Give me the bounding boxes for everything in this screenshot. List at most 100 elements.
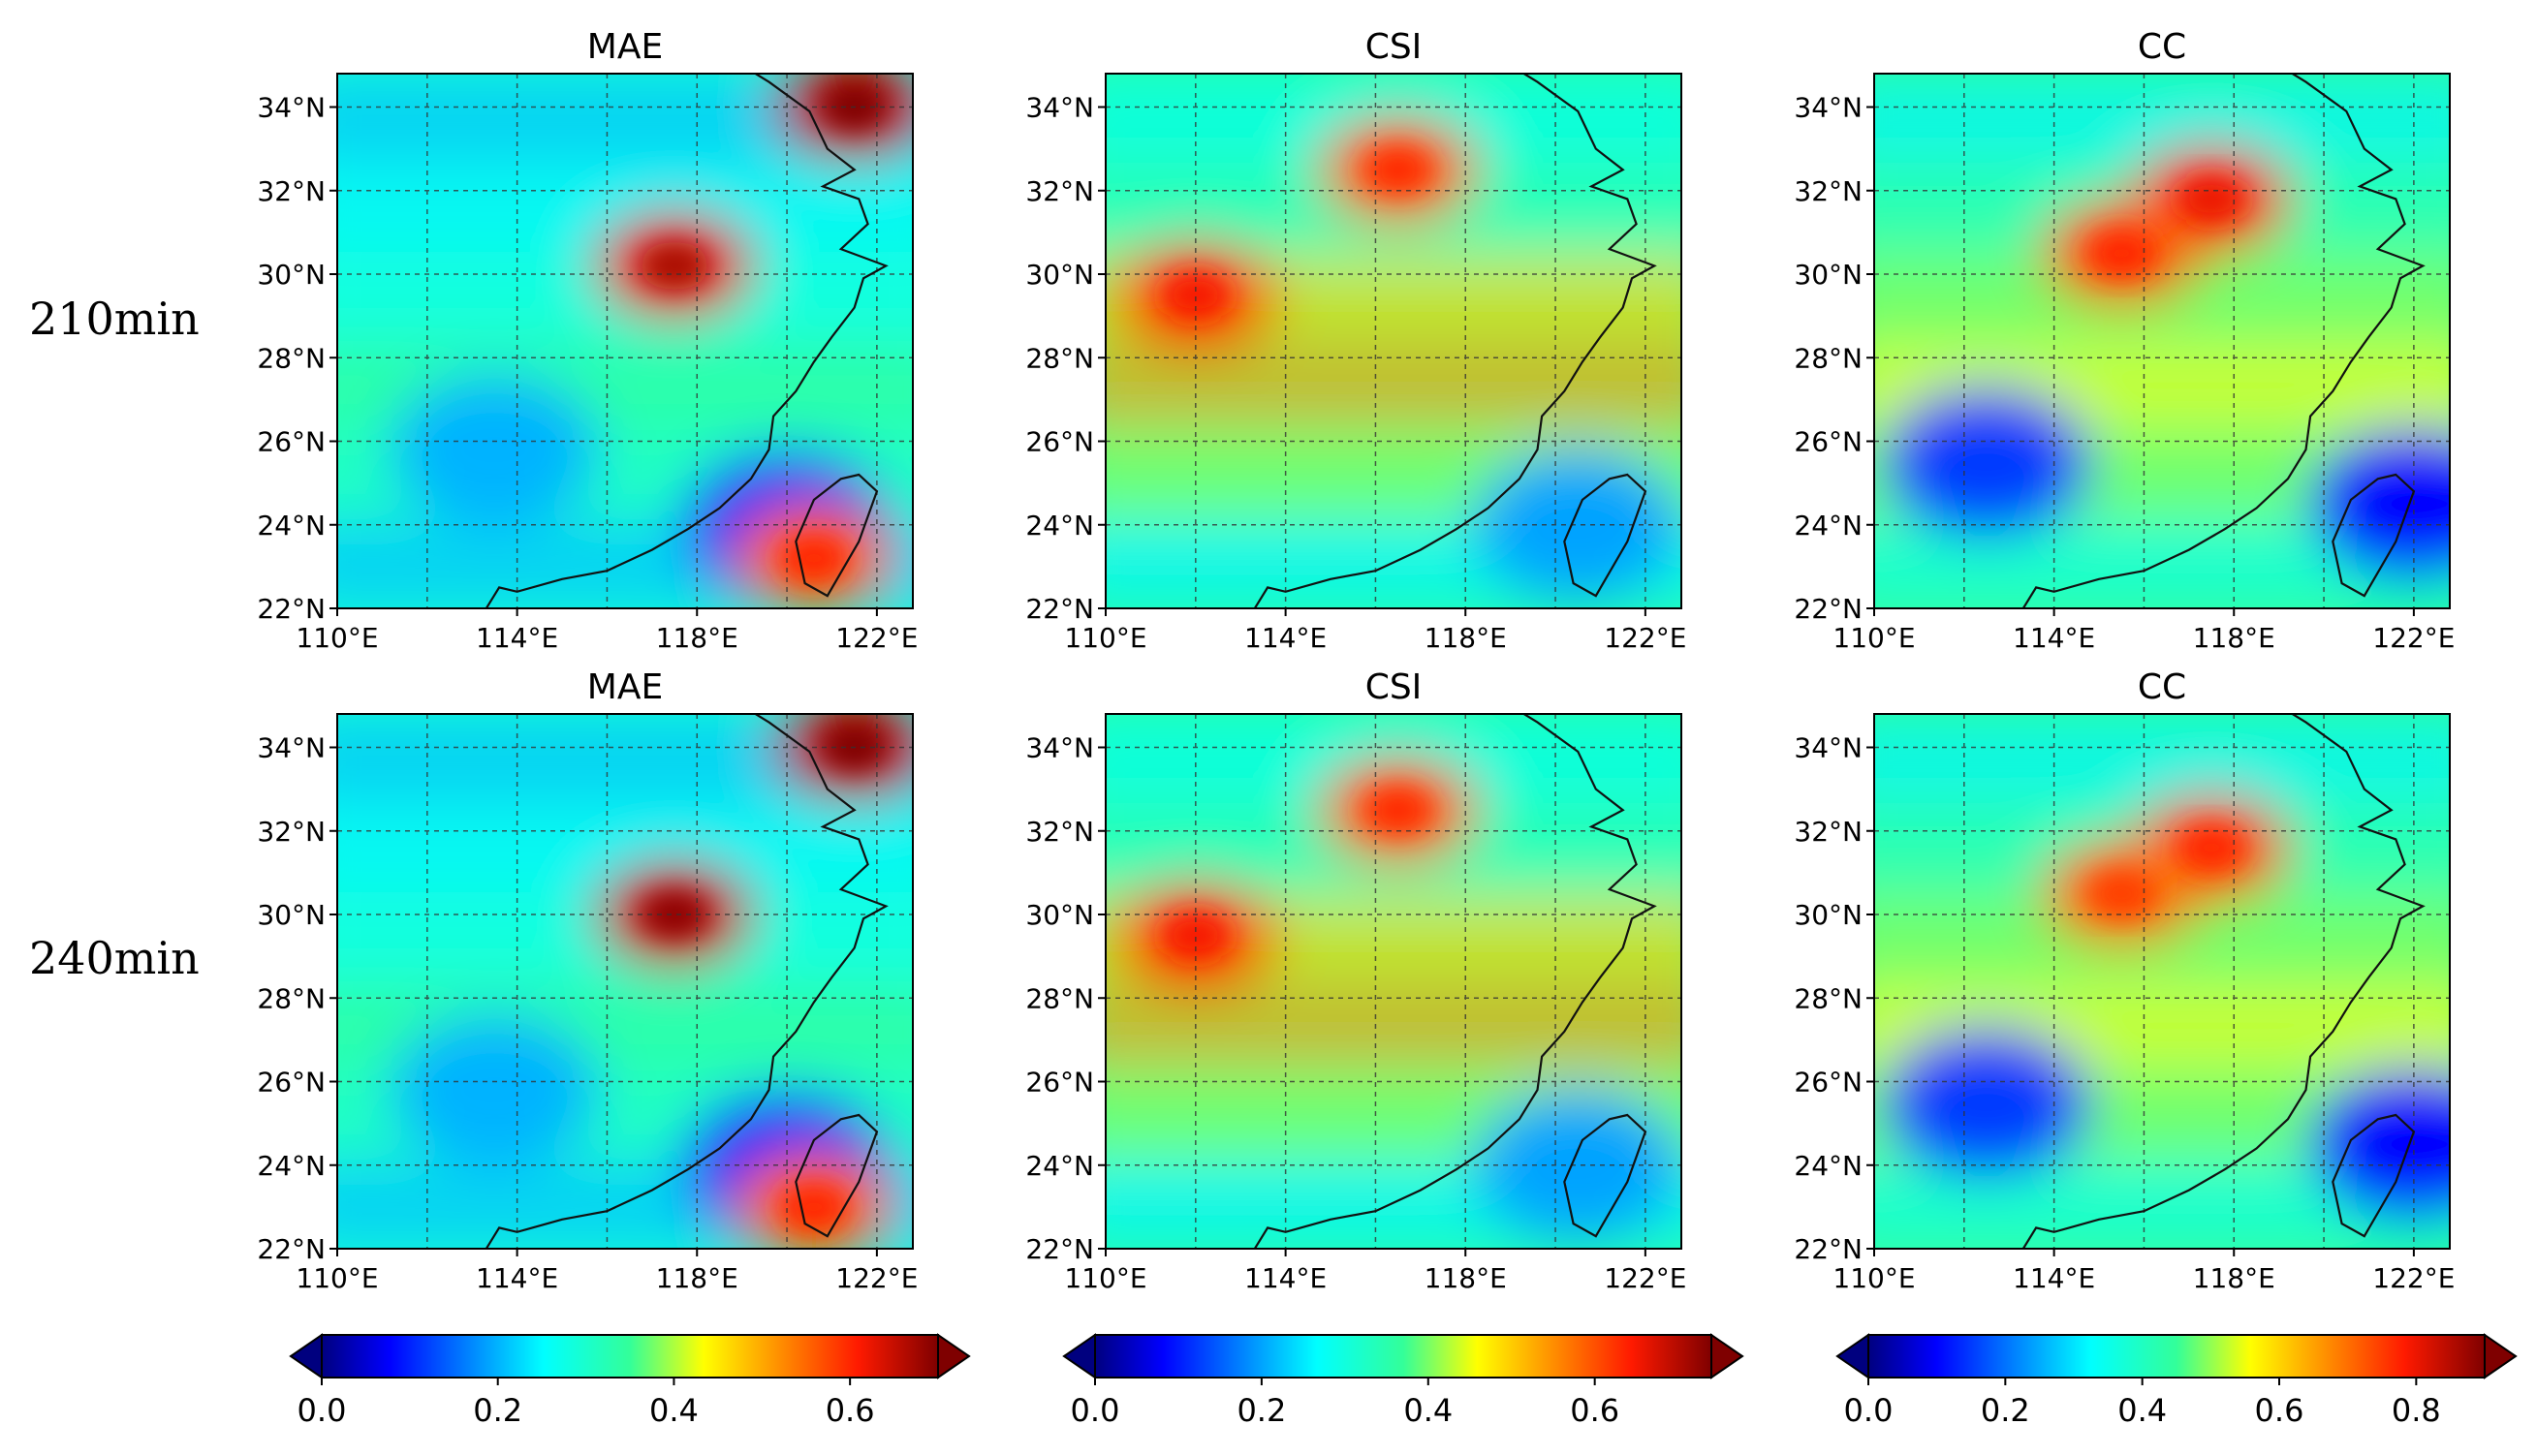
colorbar-tick-label: 0.2	[473, 1392, 522, 1429]
x-tick-label: 114°E	[2013, 1262, 2095, 1294]
x-tick-label: 118°E	[1425, 1262, 1507, 1294]
x-tick-label: 118°E	[2193, 1262, 2275, 1294]
heatmap-band	[1874, 74, 2450, 163]
heatmap-field	[1874, 74, 2450, 608]
heatmap-field	[1106, 714, 1681, 1249]
y-tick-label: 24°N	[257, 510, 326, 542]
colorbar-max-extend	[937, 1333, 971, 1379]
y-tick-label: 30°N	[1025, 259, 1094, 291]
hotspot-core	[1363, 145, 1433, 195]
map-panel-csi-240min: CSI 22°N 24°N 26°N 28°N 30°N 32°N 34°N 110°E 114°…	[1025, 667, 1686, 1294]
x-tick-label: 114°E	[476, 622, 558, 654]
x-tick-label: 110°E	[1064, 622, 1146, 654]
hotspot-core	[2177, 174, 2246, 224]
taiwan-outline	[1563, 1113, 1647, 1238]
y-tick-label: 24°N	[1025, 1150, 1094, 1182]
hotspot-core	[2086, 229, 2156, 278]
colorbar-min-extend	[289, 1333, 323, 1379]
y-tick-label: 26°N	[1025, 426, 1094, 458]
colorbar-csi: 0.0 0.2 0.4 0.6	[1062, 1333, 1744, 1429]
colorbar-tick-label: 0.0	[1071, 1392, 1120, 1429]
low-value-area	[1474, 449, 1681, 601]
y-tick-label: 32°N	[1025, 816, 1094, 848]
y-tick-label: 34°N	[257, 92, 326, 124]
colorbar-tick-label: 0.0	[298, 1392, 347, 1429]
map-panel-csi-210min: CSI 22°N 24°N 26°N 28°N 30°N 32°N 34°N 110°E 114°…	[1025, 27, 1686, 654]
y-tick-label: 32°N	[257, 816, 326, 848]
low-value-area	[1474, 1090, 1681, 1241]
hotspot-core	[779, 1183, 849, 1231]
y-tick-label: 34°N	[1025, 732, 1094, 764]
y-tick-label: 30°N	[257, 259, 326, 291]
y-tick-label: 24°N	[1794, 1150, 1863, 1182]
x-tick-label: 122°E	[1604, 1262, 1686, 1294]
hotspot-core	[640, 890, 709, 939]
y-tick-label: 26°N	[1025, 1067, 1094, 1099]
hotspot-core	[1161, 911, 1231, 960]
colorbar-tick-label: 0.8	[2392, 1392, 2441, 1429]
colorbar-min-extend	[1835, 1333, 1869, 1379]
colorbar-gradient	[1867, 1334, 2486, 1379]
x-tick-label: 110°E	[1064, 1262, 1146, 1294]
y-tick-label: 24°N	[257, 1150, 326, 1182]
y-tick-label: 22°N	[1794, 593, 1863, 625]
map-panel-mae-240min: MAE 22°N 24°N 26°N 28°N 30°N 32°N 34°N 110°E 114°…	[257, 667, 918, 1294]
taiwan-outline	[2332, 1113, 2416, 1238]
x-tick-label: 114°E	[1244, 1262, 1327, 1294]
colorbar-gradient	[321, 1334, 939, 1379]
heatmap-field	[1106, 74, 1681, 608]
y-tick-label: 30°N	[1794, 899, 1863, 931]
colorbar-cc: 0.0 0.2 0.4 0.6 0.8	[1835, 1333, 2518, 1429]
y-tick-label: 32°N	[257, 175, 326, 207]
heatmap-band	[1106, 981, 1681, 1070]
colorbar-max-extend	[2484, 1333, 2518, 1379]
panel-frame	[1105, 713, 1682, 1250]
y-tick-label: 22°N	[1794, 1233, 1863, 1265]
panel-title: MAE	[587, 667, 663, 707]
map-panel-cc-240min: CC 22°N 24°N 26°N 28°N 30°N 32°N 34°N 110°E 114°E…	[1794, 667, 2455, 1294]
x-tick-label: 110°E	[296, 622, 378, 654]
low-value-area	[1883, 387, 2090, 538]
y-tick-label: 26°N	[1794, 1067, 1863, 1099]
x-tick-label: 122°E	[2372, 1262, 2455, 1294]
y-tick-label: 28°N	[257, 342, 326, 374]
heatmap-band	[337, 341, 913, 430]
y-tick-label: 24°N	[1025, 510, 1094, 542]
heatmap-field	[1874, 714, 2450, 1249]
panel-title: CC	[2138, 667, 2186, 707]
x-tick-label: 122°E	[835, 1262, 918, 1294]
y-tick-label: 32°N	[1794, 816, 1863, 848]
row-label-210min: 210min	[29, 293, 200, 345]
panel-frame	[336, 713, 914, 1250]
low-value-area	[2309, 428, 2450, 579]
colorbar-mae: 0.0 0.2 0.4 0.6	[289, 1333, 971, 1429]
coastline	[2021, 714, 2426, 1249]
panel-frame	[1105, 73, 1682, 609]
taiwan-outline	[795, 473, 879, 598]
x-tick-label: 118°E	[2193, 622, 2275, 654]
heatmap-band	[1874, 714, 2450, 803]
y-tick-label: 28°N	[1025, 982, 1094, 1014]
y-tick-label: 32°N	[1794, 175, 1863, 207]
map-panel-mae-210min: MAE 22°N 24°N 26°N 28°N 30°N 32°N 34°N 110°E 114°…	[257, 27, 918, 654]
panel-title: MAE	[587, 27, 663, 67]
colorbar-tick-label: 0.0	[1844, 1392, 1894, 1429]
hotspot-core	[1161, 270, 1231, 320]
x-tick-label: 114°E	[2013, 622, 2095, 654]
y-tick-label: 30°N	[1025, 899, 1094, 931]
heatmap-band	[337, 981, 913, 1070]
heatmap-field	[337, 714, 913, 1249]
hotspot-core	[1363, 786, 1433, 835]
coastline	[485, 714, 889, 1249]
x-tick-label: 122°E	[835, 622, 918, 654]
taiwan-outline	[795, 1113, 879, 1238]
gridlines	[1106, 74, 1681, 608]
y-tick-label: 26°N	[1794, 426, 1863, 458]
y-tick-label: 28°N	[257, 982, 326, 1014]
x-tick-label: 114°E	[476, 1262, 558, 1294]
taiwan-outline	[2332, 473, 2416, 598]
low-value-area	[2309, 1069, 2450, 1220]
coastline	[1253, 714, 1657, 1249]
x-tick-label: 114°E	[1244, 622, 1327, 654]
hotspot-core	[779, 534, 849, 583]
